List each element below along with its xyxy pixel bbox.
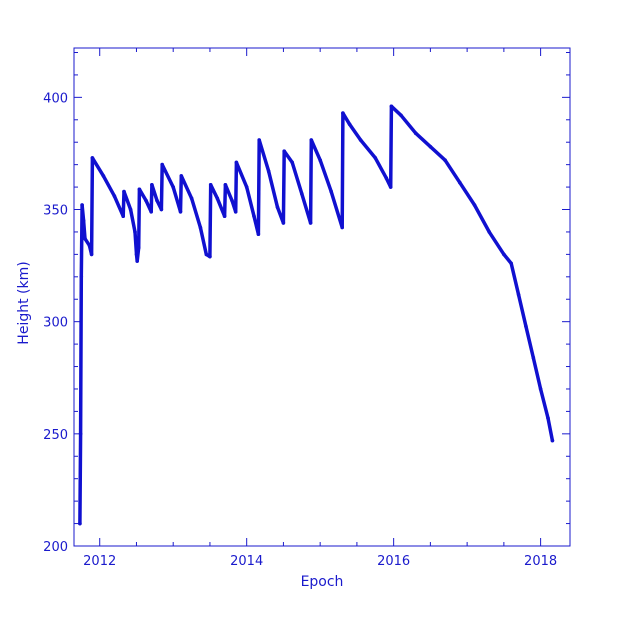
data-point: [89, 252, 94, 257]
data-point: [309, 138, 314, 142]
data-point: [290, 160, 295, 165]
y-tick-label: 250: [43, 428, 68, 443]
data-point: [137, 187, 142, 192]
data-point: [428, 144, 433, 149]
data-point: [443, 158, 447, 162]
data-point: [160, 162, 164, 167]
data-point: [189, 196, 194, 201]
data-point: [134, 252, 139, 257]
data-point: [80, 203, 84, 207]
data-point: [122, 189, 126, 194]
data-point: [149, 210, 153, 214]
x-tick-label: 2018: [524, 554, 557, 569]
y-tick-label: 200: [43, 540, 68, 555]
data-point: [546, 416, 550, 420]
data-point: [509, 261, 513, 266]
data-point: [234, 160, 239, 165]
data-point: [244, 185, 249, 189]
data-point: [230, 198, 234, 203]
data-point: [90, 156, 95, 160]
data-point: [300, 192, 304, 196]
data-point: [531, 355, 536, 360]
data-point: [121, 214, 125, 218]
data-point: [266, 169, 271, 174]
data-point: [222, 214, 227, 218]
x-tick-label: 2014: [230, 554, 263, 569]
data-point: [308, 221, 313, 225]
data-point: [358, 138, 363, 142]
data-point: [79, 275, 84, 279]
data-point: [516, 293, 521, 297]
data-point: [83, 236, 87, 241]
data-point: [487, 230, 492, 234]
y-tick-label: 300: [43, 316, 68, 331]
plot-frame: [73, 47, 571, 547]
x-tick-label: 2016: [377, 554, 410, 569]
data-point: [233, 210, 238, 214]
data-point: [341, 111, 345, 115]
data-point: [550, 438, 555, 443]
x-axis-title: Epoch: [301, 574, 344, 590]
data-point: [347, 122, 352, 127]
data-point: [208, 183, 213, 187]
data-point: [128, 207, 133, 212]
data-point: [502, 252, 506, 257]
data-point: [112, 194, 117, 198]
data-point: [275, 205, 280, 210]
tick-labels: 2012 2014 2016 2018 200 250 300 350 400: [43, 91, 557, 569]
y-tick-label: 350: [43, 204, 68, 219]
data-point: [384, 176, 389, 180]
data-point: [538, 387, 543, 391]
data-point: [136, 245, 141, 250]
data-point: [78, 432, 83, 436]
data-point: [133, 230, 137, 234]
data-point: [81, 218, 86, 223]
data-point: [281, 221, 286, 225]
data-point: [178, 210, 183, 214]
data-point: [472, 203, 477, 207]
data-point: [399, 113, 403, 118]
data-points: [78, 104, 555, 526]
y-axis-title: Height (km): [16, 261, 32, 344]
data-point: [318, 158, 323, 162]
data-point: [388, 185, 393, 189]
data-point: [208, 254, 212, 259]
data-point: [252, 214, 256, 218]
data-point: [144, 198, 148, 203]
data-point: [223, 183, 228, 187]
data-point: [282, 149, 287, 153]
y-tick-label: 400: [43, 91, 68, 106]
data-point: [135, 259, 139, 263]
data-point: [87, 243, 92, 248]
data-point: [101, 174, 106, 178]
data-point: [340, 225, 345, 230]
data-point: [171, 185, 175, 189]
data-point: [215, 196, 220, 201]
data-point: [179, 174, 184, 178]
data-point: [257, 138, 262, 142]
data-point: [198, 225, 203, 230]
data-point: [155, 198, 159, 203]
data-point: [329, 189, 334, 194]
data-point: [413, 131, 418, 135]
data-point: [78, 521, 82, 526]
data-point: [524, 324, 528, 329]
x-tick-label: 2012: [83, 554, 116, 569]
data-point: [204, 252, 209, 257]
data-point: [159, 207, 164, 212]
data-point: [256, 232, 261, 236]
series-line: [78, 104, 555, 526]
axis-ticks: [74, 48, 570, 547]
data-point: [150, 183, 154, 187]
data-point: [458, 180, 462, 185]
data-point: [389, 104, 394, 109]
data-point: [373, 156, 378, 160]
